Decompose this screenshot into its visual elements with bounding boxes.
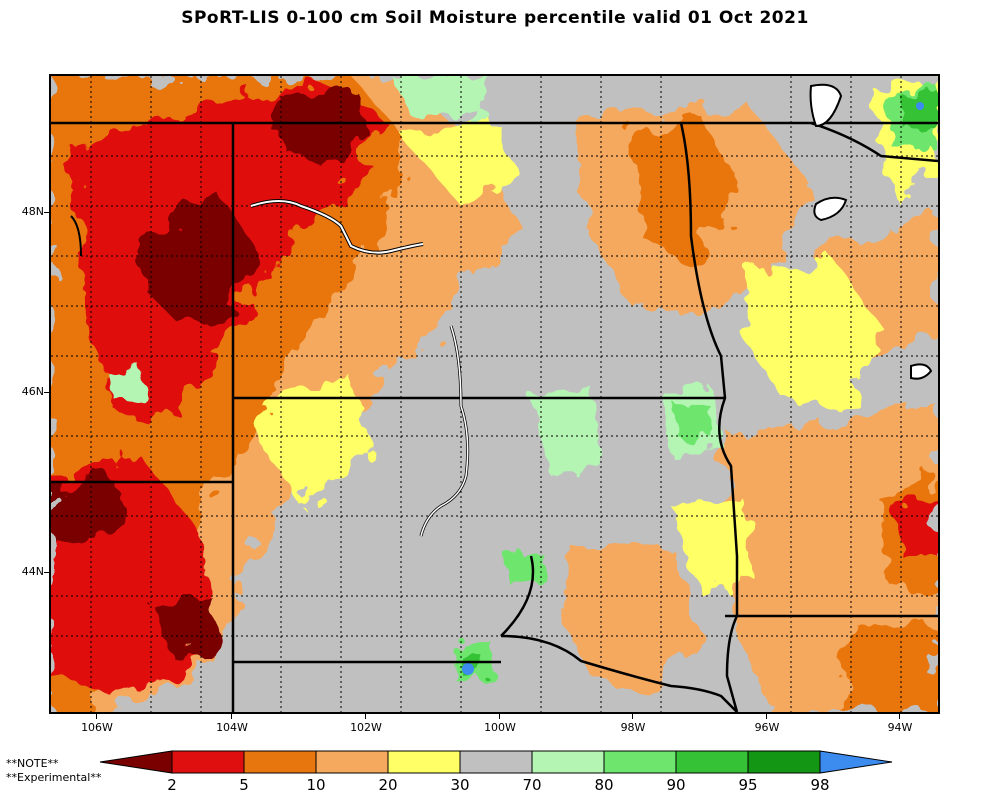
colorbar-segment: [675, 750, 749, 774]
colorbar-label: 5: [239, 776, 249, 794]
colorbar-label: 10: [306, 776, 326, 794]
lat-tick: [44, 572, 50, 573]
colorbar-segment: [747, 750, 821, 774]
colorbar-segment: [243, 750, 317, 774]
lat-label: 48N: [21, 205, 44, 218]
colorbar-label: 90: [666, 776, 686, 794]
moisture-field: [51, 76, 938, 712]
lat-label: 46N: [21, 385, 44, 398]
colorbar-label: 95: [738, 776, 758, 794]
colorbar-label: 2: [167, 776, 177, 794]
map-canvas: [51, 76, 938, 712]
lon-label: 104W: [216, 721, 248, 734]
colorbar-segment: [459, 750, 533, 774]
lon-label: 100W: [484, 721, 516, 734]
lon-label: 98W: [620, 721, 646, 734]
wet-areas: [111, 76, 938, 681]
note-line: **NOTE**: [6, 757, 59, 770]
lat-tick: [44, 392, 50, 393]
lat-label: 44N: [21, 565, 44, 578]
colorbar-segment: [531, 750, 605, 774]
colorbar-segment: [387, 750, 461, 774]
colorbar-label: 20: [378, 776, 398, 794]
lon-label: 96W: [754, 721, 780, 734]
colorbar-segment: [171, 750, 245, 774]
lon-tick: [365, 713, 366, 719]
lakes-rivers: [70, 83, 933, 537]
note-line: **Experimental**: [6, 771, 102, 784]
colorbar-segment: [819, 750, 893, 774]
very-wet-spot: [462, 663, 474, 675]
map-title: SPoRT-LIS 0-100 cm Soil Moisture percent…: [181, 8, 809, 28]
colorbar-label: 98: [810, 776, 830, 794]
colorbar-label: 30: [450, 776, 470, 794]
lon-tick: [899, 713, 900, 719]
lat-tick: [44, 212, 50, 213]
colorbar-label: 70: [522, 776, 542, 794]
lon-tick: [766, 713, 767, 719]
state-borders: [51, 121, 938, 712]
very-wet-spot: [916, 102, 924, 110]
lon-label: 94W: [887, 721, 913, 734]
soil-moisture-map: [49, 74, 940, 714]
lon-tick: [231, 713, 232, 719]
colorbar: [99, 750, 893, 774]
colorbar-segment: [603, 750, 677, 774]
lon-tick: [499, 713, 500, 719]
lon-tick: [96, 713, 97, 719]
lon-label: 106W: [81, 721, 113, 734]
lon-label: 102W: [350, 721, 382, 734]
colorbar-segment: [315, 750, 389, 774]
lon-tick: [632, 713, 633, 719]
colorbar-segment: [99, 750, 173, 774]
colorbar-label: 80: [594, 776, 614, 794]
